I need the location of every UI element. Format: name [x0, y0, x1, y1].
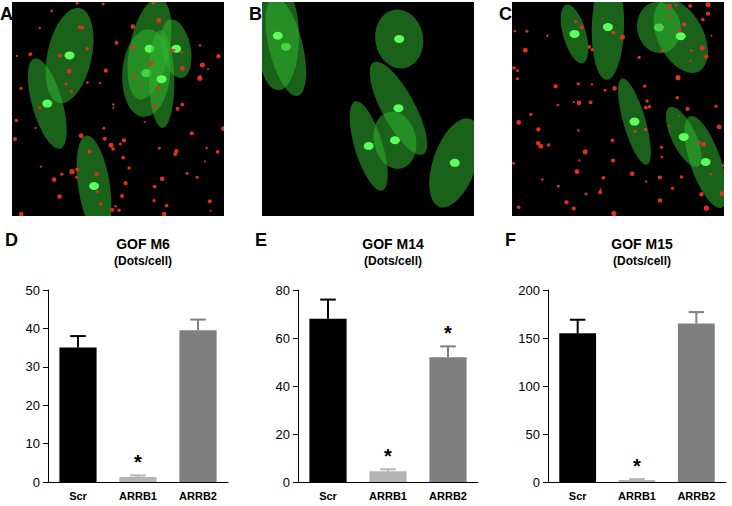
- html-text:A: A: [0, 4, 13, 24]
- svg-text:10: 10: [26, 436, 40, 451]
- svg-text:0: 0: [33, 475, 40, 490]
- svg-text:ARRB1: ARRB1: [618, 490, 656, 502]
- html-text:C: C: [499, 4, 512, 24]
- svg-text:Scr: Scr: [569, 490, 587, 502]
- svg-text:Scr: Scr: [319, 490, 337, 502]
- svg-text:ARRB1: ARRB1: [119, 490, 157, 502]
- svg-text:GOF M14: GOF M14: [362, 236, 424, 252]
- svg-text:20: 20: [26, 398, 40, 413]
- svg-text:200: 200: [518, 283, 540, 298]
- svg-text:GOF M6: GOF M6: [116, 236, 170, 252]
- svg-text:80: 80: [276, 283, 290, 298]
- svg-text:0: 0: [533, 475, 540, 490]
- svg-text:30: 30: [26, 359, 40, 374]
- svg-text:D: D: [5, 230, 18, 250]
- svg-text:ARRB1: ARRB1: [369, 490, 407, 502]
- svg-text:ARRB2: ARRB2: [677, 490, 715, 502]
- svg-text:50: 50: [526, 427, 540, 442]
- svg-text:(Dots/cell): (Dots/cell): [364, 254, 422, 268]
- svg-text:*: *: [384, 445, 392, 467]
- svg-text:Scr: Scr: [69, 490, 87, 502]
- svg-text:F: F: [505, 230, 516, 250]
- svg-text:0: 0: [283, 475, 290, 490]
- svg-text:GOF M15: GOF M15: [611, 236, 673, 252]
- svg-text:20: 20: [276, 427, 290, 442]
- svg-text:150: 150: [518, 331, 540, 346]
- svg-text:*: *: [134, 451, 142, 473]
- svg-text:*: *: [444, 322, 452, 344]
- svg-text:40: 40: [276, 379, 290, 394]
- html-text:B: B: [249, 4, 262, 24]
- svg-text:*: *: [633, 455, 641, 477]
- svg-text:50: 50: [26, 283, 40, 298]
- svg-text:(Dots/cell): (Dots/cell): [613, 254, 671, 268]
- svg-text:ARRB2: ARRB2: [179, 490, 217, 502]
- svg-text:40: 40: [26, 321, 40, 336]
- svg-text:ARRB2: ARRB2: [429, 490, 467, 502]
- svg-text:(Dots/cell): (Dots/cell): [114, 254, 172, 268]
- svg-text:60: 60: [276, 331, 290, 346]
- svg-text:E: E: [255, 230, 267, 250]
- svg-text:100: 100: [518, 379, 540, 394]
